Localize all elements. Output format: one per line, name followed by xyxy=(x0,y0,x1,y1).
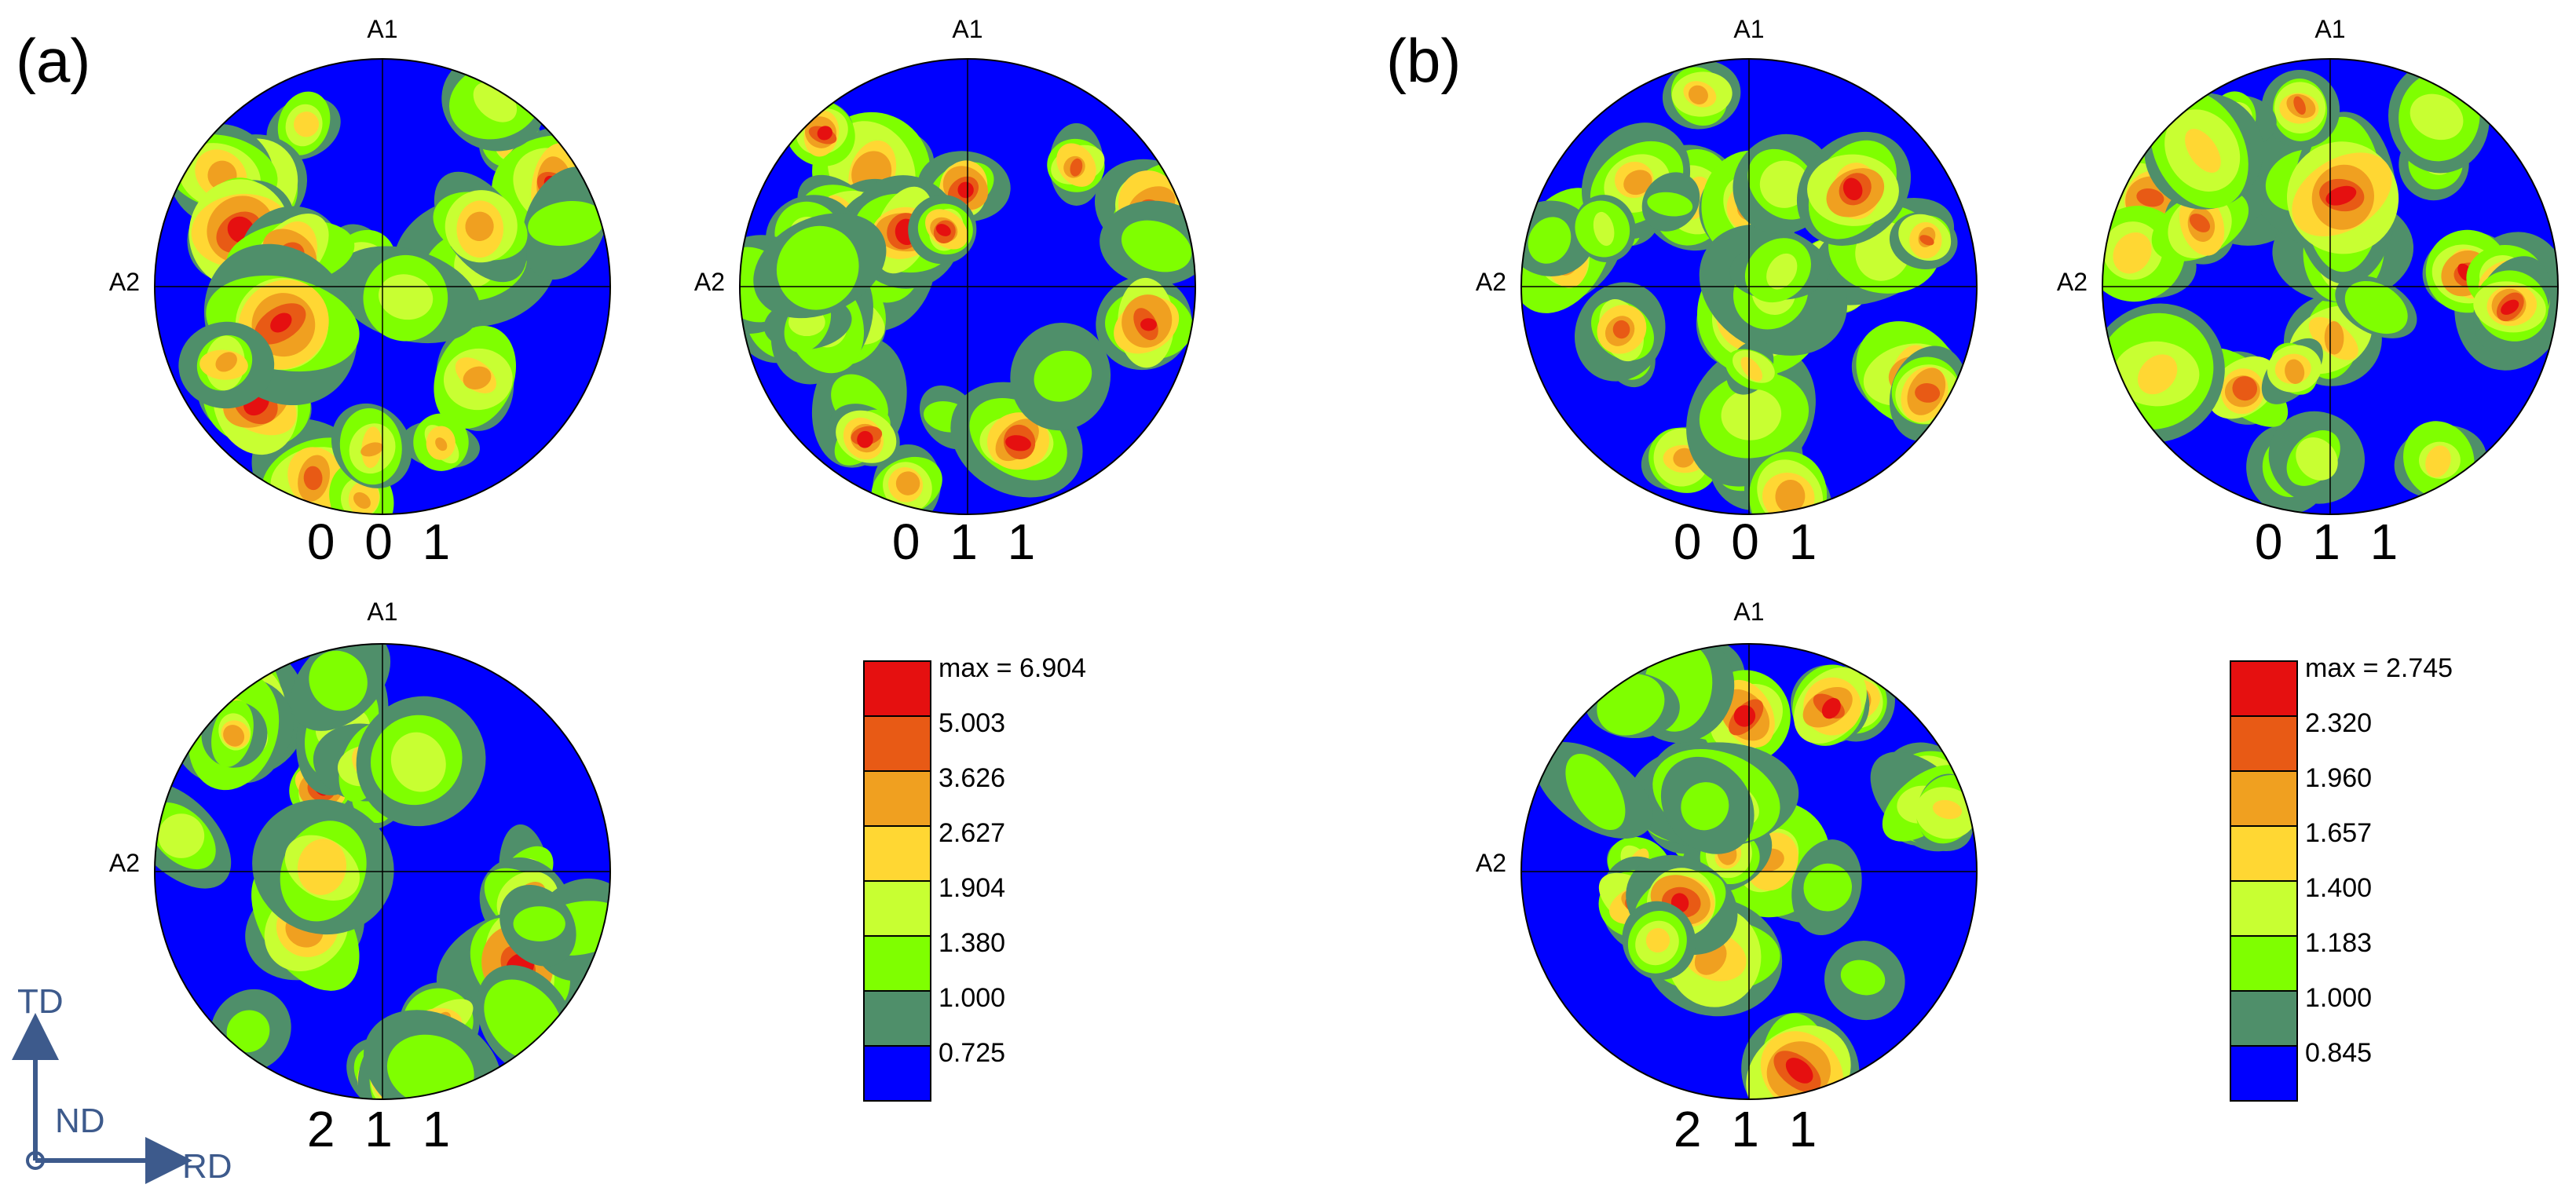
pole-figure-a-001: A1 A2 0 0 1 xyxy=(109,15,611,570)
td-label: TD xyxy=(17,982,64,1021)
nd-label: ND xyxy=(55,1102,105,1140)
nd-marker xyxy=(26,1151,45,1170)
legend-swatch xyxy=(2230,715,2298,772)
pole-figure-a-211: A1 A2 2 1 1 xyxy=(109,598,611,1157)
hkl-label: 2 1 1 xyxy=(307,1101,458,1157)
legend-swatch xyxy=(863,935,931,992)
legend-swatch xyxy=(863,880,931,937)
pole-figure-b-211: A1 A2 2 1 1 xyxy=(1476,598,1978,1157)
legend-b: max = 2.745 2.320 1.960 1.657 1.400 1.18… xyxy=(2230,653,2453,1102)
axis-label-a1: A1 xyxy=(952,15,982,43)
axis-label-a2: A2 xyxy=(1476,849,1506,877)
legend-level-label: 5.003 xyxy=(939,708,1005,738)
legend-level-label: 1.904 xyxy=(939,873,1005,903)
legend-swatch xyxy=(863,825,931,882)
hkl-label: 0 0 1 xyxy=(1674,514,1824,570)
intensity-map xyxy=(2102,59,2558,514)
legend-level-label: 3.626 xyxy=(939,763,1005,793)
legend-swatch xyxy=(2230,660,2298,717)
legend-max-label: max = 6.904 xyxy=(939,653,1086,683)
axis-label-a1: A1 xyxy=(1733,15,1764,43)
legend-level-label: 2.320 xyxy=(2305,708,2372,738)
hkl-label: 0 1 1 xyxy=(2255,514,2406,570)
legend-level-label: 1.657 xyxy=(2305,818,2372,848)
hkl-label: 0 0 1 xyxy=(307,514,458,570)
legend-level-label: 1.960 xyxy=(2305,763,2372,793)
intensity-map xyxy=(1521,59,1977,514)
panel-label-a: (a) xyxy=(16,26,90,95)
axis-label-a2: A2 xyxy=(1476,268,1506,296)
legend-level-label: 1.400 xyxy=(2305,873,2372,903)
legend-swatch xyxy=(863,660,931,717)
axis-label-a2: A2 xyxy=(2057,268,2088,296)
axis-label-a1: A1 xyxy=(1733,598,1764,626)
legend-a: max = 6.904 5.003 3.626 2.627 1.904 1.38… xyxy=(863,653,1086,1102)
legend-swatch xyxy=(2230,880,2298,937)
legend-swatch xyxy=(863,1045,931,1102)
axis-label-a2: A2 xyxy=(694,268,725,296)
legend-swatch xyxy=(2230,825,2298,882)
axis-label-a1: A1 xyxy=(367,15,397,43)
legend-level-label: 1.000 xyxy=(2305,983,2372,1013)
axis-label-a1: A1 xyxy=(2314,15,2345,43)
hkl-label: 0 1 1 xyxy=(892,514,1043,570)
legend-level-label: 2.627 xyxy=(939,818,1005,848)
legend-swatch xyxy=(2230,770,2298,827)
rd-label: RD xyxy=(182,1147,232,1186)
intensity-map xyxy=(740,59,1195,514)
legend-swatch xyxy=(2230,935,2298,992)
intensity-map xyxy=(155,644,610,1099)
legend-swatch xyxy=(863,770,931,827)
legend-level-label: 1.183 xyxy=(2305,928,2372,958)
sample-direction-triad: TD ND RD xyxy=(11,982,232,1186)
axis-label-a2: A2 xyxy=(109,268,140,296)
legend-level-label: 1.380 xyxy=(939,928,1005,958)
intensity-map xyxy=(155,59,610,514)
panel-label-b: (b) xyxy=(1386,26,1461,95)
hkl-label: 2 1 1 xyxy=(1674,1101,1824,1157)
legend-level-label: 1.000 xyxy=(939,983,1005,1013)
axis-label-a1: A1 xyxy=(367,598,397,626)
intensity-map xyxy=(1521,644,1977,1099)
pole-figure-b-011: A1 A2 0 1 1 xyxy=(2057,15,2559,570)
legend-level-label: 0.725 xyxy=(939,1038,1005,1068)
legend-swatch xyxy=(2230,990,2298,1047)
legend-max-label: max = 2.745 xyxy=(2305,653,2453,683)
pole-figure-b-001: A1 A2 0 0 1 xyxy=(1476,15,1978,570)
legend-level-label: 0.845 xyxy=(2305,1038,2372,1068)
axis-label-a2: A2 xyxy=(109,849,140,877)
legend-swatch xyxy=(863,990,931,1047)
legend-swatch xyxy=(863,715,931,772)
legend-swatch xyxy=(2230,1045,2298,1102)
pole-figure-a-011: A1 A2 0 1 1 xyxy=(694,15,1196,570)
